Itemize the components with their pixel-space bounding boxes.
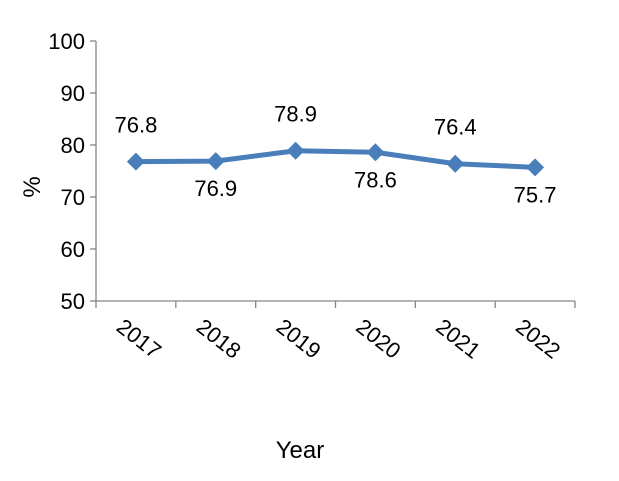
x-tick-label: 2021 [431, 314, 485, 364]
x-tick-label: 2022 [511, 314, 565, 364]
y-tick-label: 60 [61, 237, 85, 262]
data-label: 78.9 [274, 102, 317, 127]
data-point-marker [126, 152, 145, 171]
y-tick-label: 100 [48, 29, 85, 54]
x-tick-label: 2017 [112, 314, 166, 364]
x-axis-ticks: 2017 2018 2019 2020 2021 2022 [95, 301, 576, 364]
x-tick-label: 2020 [351, 314, 405, 364]
data-point-marker [286, 141, 305, 160]
y-tick-label: 70 [61, 185, 85, 210]
series-line [135, 148, 536, 170]
y-tick-label: 50 [61, 289, 85, 314]
data-label: 75.7 [514, 182, 557, 207]
x-tick-label: 2018 [192, 314, 246, 364]
data-point-marker [446, 154, 465, 173]
y-axis-ticks: 50 60 70 80 90 100 [48, 29, 96, 314]
data-labels: 76.8 76.9 78.9 78.6 76.4 75.7 [115, 102, 557, 208]
y-tick-label: 90 [61, 81, 85, 106]
data-label: 76.4 [434, 115, 477, 140]
x-tick-label: 2019 [272, 314, 326, 364]
data-point-marker [366, 143, 385, 162]
data-label: 76.8 [115, 113, 158, 138]
data-label: 76.9 [194, 176, 237, 201]
data-point-marker [526, 158, 545, 177]
data-point-marker [206, 152, 225, 171]
y-axis-title: % [19, 176, 46, 197]
x-axis-title: Year [276, 437, 325, 464]
data-label: 78.6 [354, 167, 397, 192]
y-tick-label: 80 [61, 133, 85, 158]
series-group [126, 141, 545, 177]
axes [95, 41, 575, 302]
